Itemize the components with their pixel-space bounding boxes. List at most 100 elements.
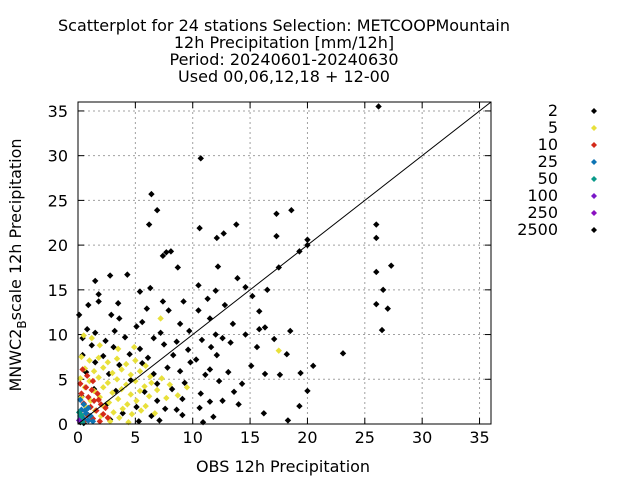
data-point [179, 411, 186, 419]
grid-lines [78, 102, 491, 424]
data-point [78, 390, 85, 397]
data-point [212, 331, 219, 338]
data-point [296, 402, 303, 410]
data-point [102, 337, 109, 345]
data-point [304, 236, 311, 243]
data-point [142, 402, 149, 410]
data-point [163, 394, 170, 402]
data-point [86, 377, 93, 385]
legend-label: 25 [538, 152, 558, 171]
data-point [196, 404, 203, 412]
data-point [79, 366, 86, 373]
data-point [124, 271, 131, 278]
data-point [132, 357, 139, 364]
x-tick-label: 15 [240, 428, 260, 447]
legend-marker [591, 193, 597, 199]
legend-label: 100 [527, 186, 558, 205]
y-tick-label: 0 [58, 415, 68, 434]
data-point [136, 368, 144, 375]
legend-label: 2500 [517, 220, 558, 239]
data-point [137, 407, 145, 414]
x-tick-label: 10 [183, 428, 203, 447]
data-point [148, 379, 155, 387]
data-point [136, 288, 144, 295]
data-point [153, 386, 161, 394]
data-point [110, 409, 117, 416]
data-point [144, 354, 152, 362]
data-point [197, 390, 204, 397]
data-point [100, 364, 107, 371]
data-point [114, 395, 122, 403]
data-point [373, 221, 380, 228]
data-point [384, 305, 391, 312]
title-line-3: Period: 20240601-20240630 [169, 50, 398, 69]
data-point [80, 401, 87, 408]
data-point [219, 397, 226, 404]
data-point [150, 334, 157, 342]
data-point [159, 298, 167, 305]
data-point [88, 386, 95, 394]
data-point [116, 361, 123, 369]
data-point [86, 357, 93, 364]
data-point [87, 397, 94, 404]
data-point [142, 362, 149, 370]
data-point [225, 368, 232, 376]
data-point [77, 375, 84, 382]
data-point [186, 327, 193, 335]
data-point [339, 350, 347, 357]
data-point [309, 362, 317, 370]
data-point [304, 387, 311, 395]
data-point [212, 287, 219, 294]
data-point [284, 417, 292, 424]
data-point [183, 384, 191, 391]
data-point [234, 275, 241, 282]
x-axis-label: OBS 12h Precipitation [196, 457, 370, 476]
x-tick-label: 0 [73, 428, 83, 447]
data-point [151, 410, 159, 417]
data-point [122, 381, 130, 388]
data-point [176, 368, 184, 375]
data-point [219, 334, 226, 342]
data-point [213, 351, 221, 359]
legend-marker [591, 176, 597, 182]
data-point [139, 318, 146, 326]
data-point [147, 373, 154, 380]
data-point [168, 385, 176, 393]
data-point [100, 384, 107, 391]
data-point [127, 371, 134, 379]
y-tick-label: 10 [48, 326, 68, 345]
data-point [126, 351, 133, 358]
data-point [88, 334, 95, 342]
legend-marker [591, 142, 597, 148]
x-tick-label: 35 [469, 428, 489, 447]
legend-label: 2 [548, 101, 558, 120]
data-point [180, 298, 187, 305]
data-point [95, 291, 102, 298]
chart-title: Scatterplot for 24 stations Selection: M… [58, 16, 510, 86]
data-point [133, 397, 140, 404]
data-point [157, 329, 164, 336]
y-tick-label: 15 [48, 281, 68, 300]
data-point [109, 369, 116, 377]
data-point [113, 355, 121, 362]
data-point [95, 374, 102, 381]
data-point [375, 103, 382, 110]
data-point [378, 326, 386, 334]
data-point [128, 410, 136, 418]
data-point [220, 230, 227, 237]
data-point [387, 262, 395, 269]
data-point [297, 369, 304, 377]
data-point [204, 295, 211, 302]
x-tick-label: 5 [130, 428, 140, 447]
y-axis-label: MNWC2Bscale 12h Precipitation [6, 138, 29, 391]
data-point [207, 343, 215, 351]
data-point [96, 342, 103, 349]
data-point [373, 234, 380, 242]
data-point [287, 327, 294, 335]
data-point [166, 381, 173, 388]
data-point [202, 371, 209, 379]
data-point [95, 396, 102, 404]
data-point [198, 336, 206, 344]
data-point [273, 210, 280, 218]
